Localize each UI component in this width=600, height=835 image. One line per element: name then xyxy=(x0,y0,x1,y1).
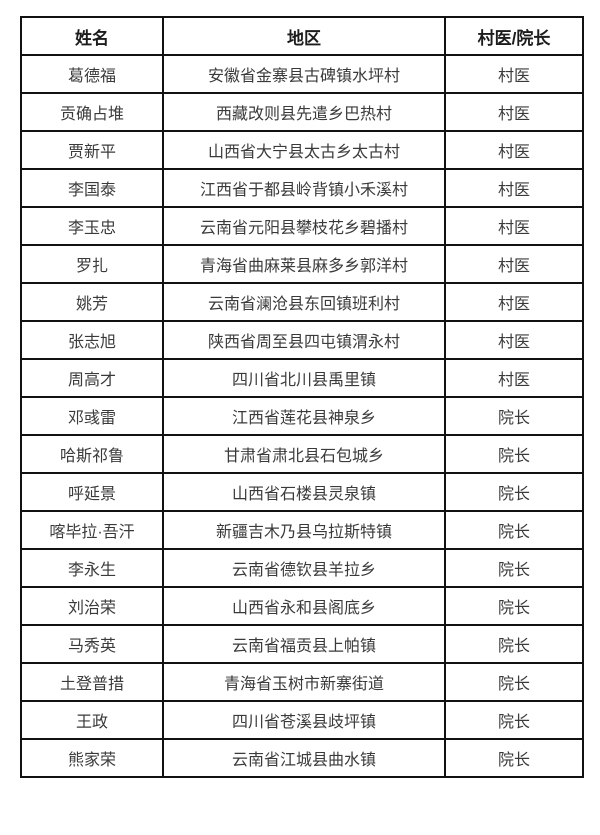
table-row: 李永生 云南省德钦县羊拉乡 院长 xyxy=(20,548,584,588)
region-cell: 云南省德钦县羊拉乡 xyxy=(162,548,446,588)
region-cell: 四川省苍溪县歧坪镇 xyxy=(162,700,446,740)
region-cell: 山西省永和县阁底乡 xyxy=(162,586,446,626)
region-cell: 江西省莲花县神泉乡 xyxy=(162,396,446,436)
table-row: 贡确占堆 西藏改则县先遣乡巴热村 村医 xyxy=(20,92,584,132)
role-cell: 院长 xyxy=(444,472,584,512)
name-cell: 李永生 xyxy=(20,548,164,588)
table-row: 刘治荣 山西省永和县阁底乡 院长 xyxy=(20,586,584,626)
column-header-role: 村医/院长 xyxy=(444,16,584,56)
role-cell: 院长 xyxy=(444,396,584,436)
column-header-region: 地区 xyxy=(162,16,446,56)
header-row: 姓名 地区 村医/院长 xyxy=(20,16,584,56)
role-cell: 村医 xyxy=(444,320,584,360)
role-cell: 村医 xyxy=(444,206,584,246)
region-cell: 云南省江城县曲水镇 xyxy=(162,738,446,778)
table-row: 哈斯祁鲁 甘肃省肃北县石包城乡 院长 xyxy=(20,434,584,474)
role-cell: 村医 xyxy=(444,282,584,322)
region-cell: 四川省北川县禹里镇 xyxy=(162,358,446,398)
name-cell: 贾新平 xyxy=(20,130,164,170)
table-row: 王政 四川省苍溪县歧坪镇 院长 xyxy=(20,700,584,740)
role-cell: 村医 xyxy=(444,244,584,284)
table-row: 喀毕拉·吾汗 新疆吉木乃县乌拉斯特镇 院长 xyxy=(20,510,584,550)
table-body: 葛德福 安徽省金寨县古碑镇水坪村 村医 贡确占堆 西藏改则县先遣乡巴热村 村医 贾新平 山西省… xyxy=(20,54,584,778)
name-cell: 罗扎 xyxy=(20,244,164,284)
name-cell: 葛德福 xyxy=(20,54,164,94)
name-cell: 王政 xyxy=(20,700,164,740)
region-cell: 云南省澜沧县东回镇班利村 xyxy=(162,282,446,322)
table-row: 土登普措 青海省玉树市新寨街道 院长 xyxy=(20,662,584,702)
role-cell: 院长 xyxy=(444,700,584,740)
column-header-name: 姓名 xyxy=(20,16,164,56)
name-cell: 哈斯祁鲁 xyxy=(20,434,164,474)
region-cell: 江西省于都县岭背镇小禾溪村 xyxy=(162,168,446,208)
table-row: 李玉忠 云南省元阳县攀枝花乡碧播村 村医 xyxy=(20,206,584,246)
table-row: 罗扎 青海省曲麻莱县麻多乡郭洋村 村医 xyxy=(20,244,584,284)
table-row: 葛德福 安徽省金寨县古碑镇水坪村 村医 xyxy=(20,54,584,94)
region-cell: 山西省石楼县灵泉镇 xyxy=(162,472,446,512)
name-cell: 熊家荣 xyxy=(20,738,164,778)
role-cell: 村医 xyxy=(444,54,584,94)
role-cell: 村医 xyxy=(444,92,584,132)
region-cell: 新疆吉木乃县乌拉斯特镇 xyxy=(162,510,446,550)
region-cell: 山西省大宁县太古乡太古村 xyxy=(162,130,446,170)
name-cell: 邓彧雷 xyxy=(20,396,164,436)
table-row: 张志旭 陕西省周至县四屯镇渭永村 村医 xyxy=(20,320,584,360)
table-row: 熊家荣 云南省江城县曲水镇 院长 xyxy=(20,738,584,778)
region-cell: 安徽省金寨县古碑镇水坪村 xyxy=(162,54,446,94)
role-cell: 村医 xyxy=(444,130,584,170)
name-cell: 李玉忠 xyxy=(20,206,164,246)
region-cell: 云南省元阳县攀枝花乡碧播村 xyxy=(162,206,446,246)
table-row: 姚芳 云南省澜沧县东回镇班利村 村医 xyxy=(20,282,584,322)
table-row: 马秀英 云南省福贡县上帕镇 院长 xyxy=(20,624,584,664)
awardee-table: 姓名 地区 村医/院长 葛德福 安徽省金寨县古碑镇水坪村 村医 贡确占堆 西藏改则县先遣… xyxy=(20,16,584,778)
role-cell: 院长 xyxy=(444,510,584,550)
role-cell: 院长 xyxy=(444,586,584,626)
name-cell: 姚芳 xyxy=(20,282,164,322)
name-cell: 贡确占堆 xyxy=(20,92,164,132)
role-cell: 村医 xyxy=(444,168,584,208)
region-cell: 青海省玉树市新寨街道 xyxy=(162,662,446,702)
role-cell: 院长 xyxy=(444,738,584,778)
name-cell: 张志旭 xyxy=(20,320,164,360)
table-row: 贾新平 山西省大宁县太古乡太古村 村医 xyxy=(20,130,584,170)
name-cell: 李国泰 xyxy=(20,168,164,208)
role-cell: 村医 xyxy=(444,358,584,398)
region-cell: 陕西省周至县四屯镇渭永村 xyxy=(162,320,446,360)
role-cell: 院长 xyxy=(444,434,584,474)
name-cell: 周高才 xyxy=(20,358,164,398)
role-cell: 院长 xyxy=(444,662,584,702)
name-cell: 马秀英 xyxy=(20,624,164,664)
name-cell: 喀毕拉·吾汗 xyxy=(20,510,164,550)
table-row: 呼延景 山西省石楼县灵泉镇 院长 xyxy=(20,472,584,512)
name-cell: 刘治荣 xyxy=(20,586,164,626)
role-cell: 院长 xyxy=(444,624,584,664)
name-cell: 呼延景 xyxy=(20,472,164,512)
region-cell: 甘肃省肃北县石包城乡 xyxy=(162,434,446,474)
region-cell: 西藏改则县先遣乡巴热村 xyxy=(162,92,446,132)
table-row: 周高才 四川省北川县禹里镇 村医 xyxy=(20,358,584,398)
region-cell: 云南省福贡县上帕镇 xyxy=(162,624,446,664)
table-row: 邓彧雷 江西省莲花县神泉乡 院长 xyxy=(20,396,584,436)
name-cell: 土登普措 xyxy=(20,662,164,702)
role-cell: 院长 xyxy=(444,548,584,588)
region-cell: 青海省曲麻莱县麻多乡郭洋村 xyxy=(162,244,446,284)
table-row: 李国泰 江西省于都县岭背镇小禾溪村 村医 xyxy=(20,168,584,208)
